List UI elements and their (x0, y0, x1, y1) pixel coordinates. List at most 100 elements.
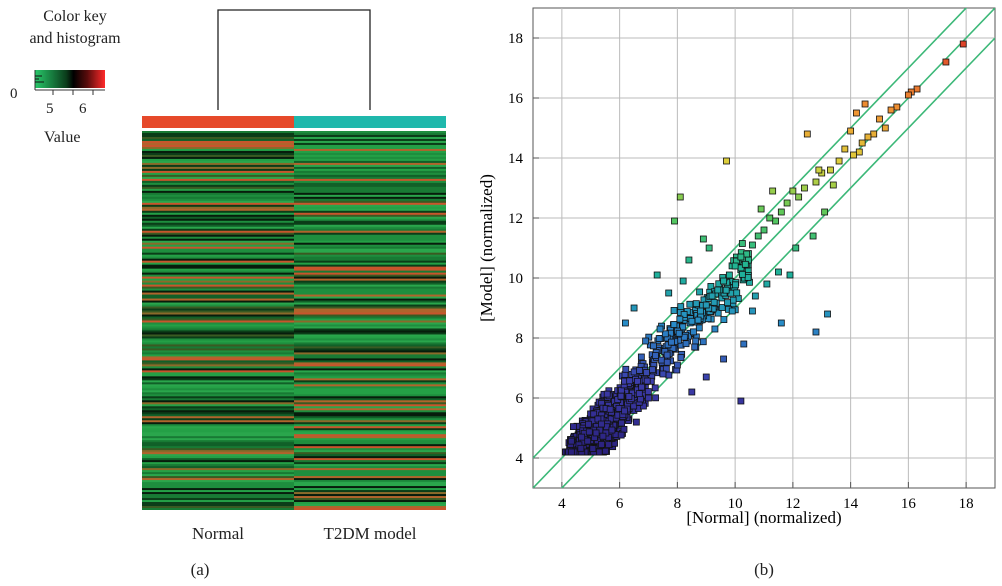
heatmap-cell (294, 314, 446, 317)
heatmap-cell (142, 382, 294, 385)
data-point (694, 316, 702, 324)
data-point (809, 232, 817, 240)
heatmap-cell (142, 438, 294, 441)
heatmap-cell (294, 438, 446, 441)
heatmap-cell (142, 138, 294, 142)
heatmap-cell (294, 184, 446, 188)
column-dendrogram (217, 9, 371, 110)
data-point (620, 425, 628, 433)
data-point (685, 256, 693, 264)
heatmap-cell (294, 502, 446, 505)
data-point (855, 148, 863, 156)
heatmap-cell (294, 360, 446, 363)
data-point (637, 353, 645, 361)
heatmap-cell (294, 186, 446, 190)
heatmap-cell (294, 342, 446, 345)
data-point (757, 205, 765, 213)
data-point (740, 340, 748, 348)
heatmap-cell (142, 246, 294, 250)
heatmap-cell (142, 388, 294, 391)
data-point (567, 448, 575, 456)
heatmap-cell (294, 384, 446, 387)
heatmap-cell (142, 396, 294, 399)
heatmap-cell (294, 288, 446, 291)
data-point (725, 271, 733, 279)
heatmap-cell (142, 178, 294, 182)
heatmap-cell (142, 176, 294, 180)
data-point (729, 296, 737, 304)
heatmap-cell (294, 290, 446, 293)
data-point (691, 343, 699, 351)
heatmap-cell (294, 300, 446, 303)
data-point (652, 394, 659, 402)
heatmap-cell (294, 136, 446, 140)
data-point (777, 319, 785, 327)
data-point (595, 448, 603, 456)
x-tick-label: 8 (674, 496, 682, 512)
data-point (570, 423, 577, 431)
heatmap-cell (142, 328, 294, 331)
data-point (670, 321, 678, 328)
heatmap-cell (294, 190, 446, 194)
data-point (585, 420, 592, 428)
heatmap-cell (294, 188, 446, 192)
heatmap-cell (294, 198, 446, 202)
data-point (622, 365, 630, 373)
heatmap-cell (142, 368, 294, 371)
heatmap-cell (142, 454, 294, 457)
heatmap-cell (142, 350, 294, 353)
heatmap-cell (294, 496, 446, 499)
data-point (783, 199, 791, 207)
data-point (847, 127, 855, 135)
heatmap-cell (142, 504, 294, 507)
heatmap-cell (294, 264, 446, 268)
heatmap-cell (142, 132, 294, 136)
heatmap-cell (294, 146, 446, 150)
heatmap-cell (142, 282, 294, 285)
heatmap-cell (142, 236, 294, 240)
heatmap-cell (142, 196, 294, 200)
heatmap-cell (294, 240, 446, 244)
heatmap-cell (294, 434, 446, 437)
heatmap-cell (142, 190, 294, 194)
data-point (695, 324, 703, 332)
data-point (812, 328, 820, 336)
heatmap (142, 131, 446, 510)
heatmap-cell (142, 210, 294, 214)
heatmap-cell (294, 444, 446, 447)
heatmap-cell (142, 340, 294, 343)
heatmap-cell (142, 222, 294, 226)
heatmap-cell (294, 402, 446, 405)
column-color-bar-t2dm (294, 116, 446, 128)
data-point (942, 58, 950, 66)
heatmap-cell (294, 364, 446, 367)
data-point (625, 393, 633, 400)
heatmap-cell (294, 200, 446, 204)
heatmap-cell (294, 274, 446, 278)
heatmap-cell (142, 308, 294, 311)
heatmap-cell (142, 364, 294, 367)
heatmap-cell (294, 338, 446, 341)
heatmap-cell (294, 270, 446, 274)
heatmap-cell (142, 200, 294, 204)
data-point (688, 317, 696, 325)
heatmap-cell (294, 414, 446, 417)
heatmap-cell (294, 424, 446, 427)
heatmap-cell (294, 276, 446, 280)
data-point (887, 106, 895, 114)
heatmap-cell (294, 494, 446, 497)
data-point (589, 445, 597, 453)
heatmap-cell (142, 188, 294, 192)
heatmap-cell (294, 354, 446, 357)
heatmap-cell (142, 316, 294, 319)
heatmap-cell (294, 204, 446, 208)
y-tick-label: 18 (508, 31, 523, 47)
heatmap-cell (142, 496, 294, 499)
heatmap-cell (142, 156, 294, 160)
data-point (651, 384, 659, 392)
heatmap-cell (294, 328, 446, 331)
heatmap-cell (294, 388, 446, 391)
heatmap-cell (142, 332, 294, 335)
color-key-tick-6: 6 (79, 101, 87, 117)
heatmap-cell (294, 310, 446, 313)
